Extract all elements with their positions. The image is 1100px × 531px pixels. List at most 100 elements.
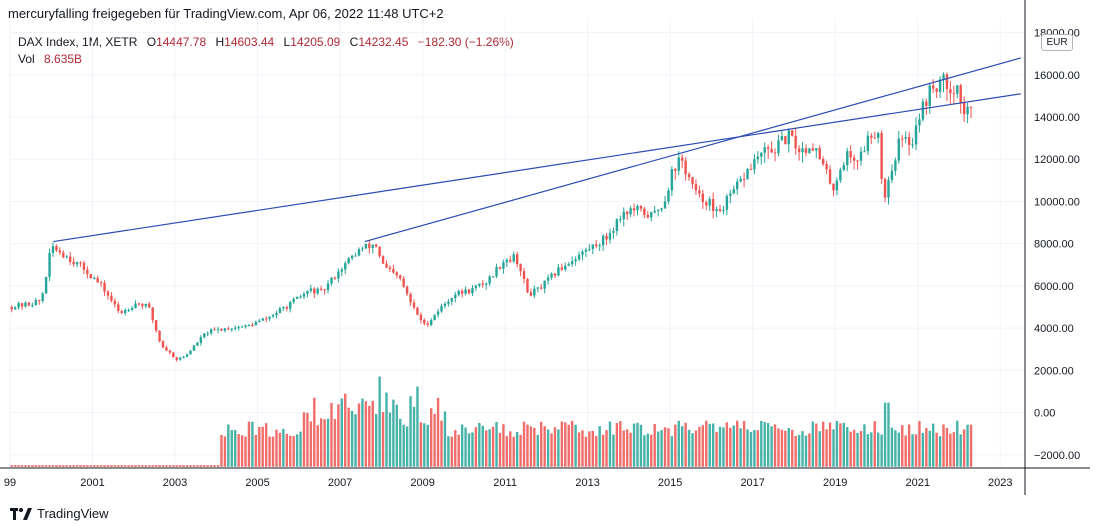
candle-body <box>567 264 570 266</box>
volume-bar <box>612 434 615 467</box>
high-label: H <box>215 35 225 49</box>
candle-body <box>825 164 828 170</box>
candle-body <box>264 318 268 320</box>
candle-body <box>141 304 144 307</box>
volume-bar <box>770 426 773 467</box>
candle-body <box>337 271 340 279</box>
volume-bar <box>749 431 753 467</box>
volume-bar <box>529 426 533 467</box>
candle-body <box>223 328 227 331</box>
candle-body <box>330 277 333 284</box>
candle-body <box>691 177 694 185</box>
candle-body <box>794 135 797 149</box>
candle-body <box>512 254 515 262</box>
candle-body <box>106 291 110 296</box>
volume-bar <box>570 420 574 467</box>
volume-bar <box>158 465 161 467</box>
volume-bar <box>34 465 37 467</box>
volume-bar <box>791 429 794 467</box>
volume-bar <box>409 396 412 467</box>
volume-bar <box>72 465 75 467</box>
volume-bar <box>330 402 333 467</box>
volume-bar <box>742 420 746 467</box>
candle-body <box>89 274 93 279</box>
candle-body <box>385 263 388 268</box>
candle-body <box>505 260 509 263</box>
volume-bar <box>161 465 165 467</box>
volume-bar <box>729 427 732 467</box>
volume-bar <box>815 423 818 467</box>
candle-body <box>732 189 735 194</box>
volume-bar <box>584 436 588 467</box>
symbol-name[interactable]: DAX Index, 1M, XETR <box>18 35 138 49</box>
candle-body <box>134 303 137 309</box>
volume-bar <box>10 465 13 467</box>
symbol-legend: DAX Index, 1M, XETR O14447.78 H14603.44 … <box>18 34 514 68</box>
volume-bar <box>694 430 698 467</box>
volume-bar <box>289 435 292 467</box>
volume-bar <box>344 393 347 467</box>
candle-body <box>299 296 302 298</box>
candle-body <box>907 137 911 146</box>
volume-bar <box>763 422 766 467</box>
candle-body <box>227 328 230 330</box>
currency-badge[interactable]: EUR <box>1041 34 1073 51</box>
candle-body <box>230 328 233 330</box>
volume-bar <box>849 431 852 467</box>
candle-body <box>344 263 347 270</box>
candle-body <box>419 314 423 320</box>
volume-bar <box>89 465 93 467</box>
volume-bar <box>447 436 450 467</box>
candle-body <box>722 209 725 211</box>
candle-body <box>852 157 856 161</box>
candle-body <box>192 345 196 351</box>
volume-bar <box>79 465 82 467</box>
candle-body <box>251 324 254 326</box>
volume-bar <box>825 429 828 467</box>
volume-bar <box>392 399 395 467</box>
volume-bar <box>949 433 952 467</box>
volume-bar <box>168 465 172 467</box>
volume-bar <box>457 434 460 467</box>
volume-bar <box>942 424 945 467</box>
candle-body <box>196 342 199 346</box>
volume-bar <box>560 421 564 467</box>
volume-bar <box>777 428 780 467</box>
candle-body <box>708 198 711 206</box>
volume-bar <box>429 408 433 467</box>
close-label: C <box>349 35 359 49</box>
volume-bar <box>787 428 790 467</box>
volume-bar <box>863 424 866 467</box>
candle-body <box>956 85 959 94</box>
volume-bar <box>856 432 859 467</box>
tradingview-logo-icon[interactable] <box>10 507 32 520</box>
volume-bar <box>357 403 361 467</box>
candle-body <box>168 350 172 353</box>
volume-bar <box>206 465 209 467</box>
candle-body <box>667 190 670 202</box>
chart-axes: −2000.00 0.00 2000.00 4000.00 6000.00 8000.00… <box>0 0 1090 495</box>
brand-name[interactable]: TradingView <box>37 506 109 521</box>
candle-body <box>564 265 567 270</box>
ohlc-row: DAX Index, 1M, XETR O14447.78 H14603.44 … <box>18 34 514 51</box>
candle-body <box>787 130 790 145</box>
candle-body <box>234 327 237 329</box>
candle-body <box>546 277 550 281</box>
x-tick-label: 99 <box>4 477 16 489</box>
candle-body <box>203 333 206 338</box>
volume-bar <box>832 429 835 467</box>
candle-body <box>402 278 405 287</box>
candle-body <box>921 101 925 120</box>
candle-body <box>584 249 588 252</box>
candle-body <box>509 260 512 262</box>
candle-body <box>725 195 729 210</box>
candle-body <box>254 321 258 326</box>
volume-bar <box>753 430 756 467</box>
volume-bar <box>766 423 770 467</box>
candle-body <box>846 151 849 166</box>
volume-bar <box>209 465 213 467</box>
candle-body <box>969 106 973 108</box>
candle-body <box>24 302 27 307</box>
candle-body <box>515 254 519 265</box>
